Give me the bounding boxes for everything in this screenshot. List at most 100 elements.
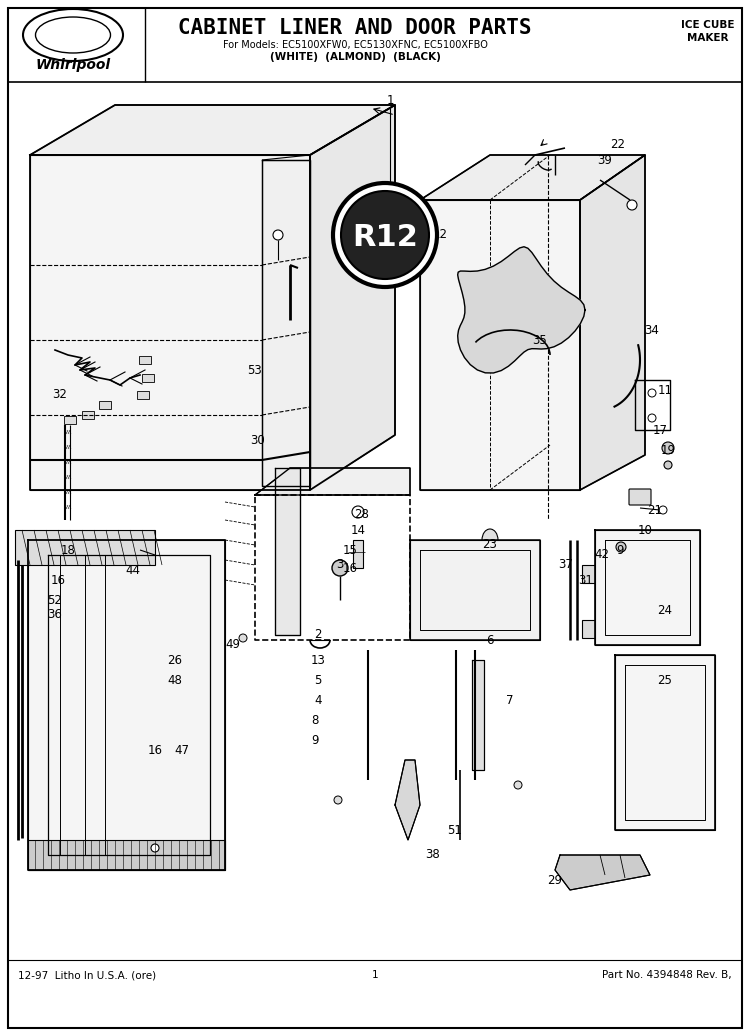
Bar	[353, 540, 363, 568]
Ellipse shape	[482, 529, 498, 551]
Text: 36: 36	[47, 608, 62, 622]
Circle shape	[648, 414, 656, 422]
Text: 21: 21	[647, 503, 662, 517]
Text: 53: 53	[247, 364, 261, 376]
Bar	[139, 356, 151, 364]
Text: 34: 34	[644, 323, 659, 337]
Bar	[82, 411, 94, 419]
Text: 16: 16	[50, 574, 65, 586]
Text: 52: 52	[47, 594, 62, 606]
Circle shape	[616, 542, 626, 552]
Text: 4: 4	[314, 693, 322, 707]
Text: 19: 19	[661, 443, 676, 457]
Text: (WHITE)  (ALMOND)  (BLACK): (WHITE) (ALMOND) (BLACK)	[269, 52, 440, 62]
Polygon shape	[595, 530, 700, 645]
Text: CABINET LINER AND DOOR PARTS: CABINET LINER AND DOOR PARTS	[178, 18, 532, 38]
Text: 15: 15	[343, 544, 358, 556]
Text: 13: 13	[310, 654, 326, 666]
Text: ICE CUBE: ICE CUBE	[681, 20, 735, 30]
Text: 38: 38	[426, 848, 440, 862]
Text: For Models: EC5100XFW0, EC5130XFNC, EC5100XFBO: For Models: EC5100XFW0, EC5130XFNC, EC51…	[223, 40, 488, 50]
Text: 3: 3	[336, 558, 344, 572]
Text: 12-97  Litho In U.S.A. (ore): 12-97 Litho In U.S.A. (ore)	[18, 970, 156, 980]
Text: 5: 5	[314, 673, 322, 687]
Polygon shape	[28, 540, 225, 870]
Polygon shape	[395, 760, 420, 840]
Text: 7: 7	[506, 693, 514, 707]
Text: 16: 16	[148, 744, 163, 756]
Text: 8: 8	[311, 714, 319, 726]
Polygon shape	[420, 200, 580, 490]
Text: 14: 14	[350, 523, 365, 537]
Bar	[582, 565, 607, 583]
Text: 28: 28	[355, 509, 370, 521]
Text: 39: 39	[598, 153, 613, 167]
Text: 9: 9	[311, 733, 319, 747]
Polygon shape	[410, 540, 540, 640]
Text: 6: 6	[486, 633, 494, 646]
Text: 16: 16	[343, 562, 358, 575]
Text: R12: R12	[352, 223, 418, 252]
Polygon shape	[580, 155, 645, 490]
Text: 24: 24	[658, 604, 673, 616]
Circle shape	[239, 634, 247, 642]
Text: 47: 47	[175, 744, 190, 756]
Bar	[582, 620, 607, 638]
Circle shape	[332, 560, 348, 576]
Circle shape	[648, 388, 656, 397]
Polygon shape	[310, 105, 395, 490]
FancyBboxPatch shape	[629, 489, 651, 505]
Text: 42: 42	[595, 548, 610, 562]
Text: 37: 37	[559, 558, 574, 572]
Polygon shape	[275, 468, 300, 635]
Text: 31: 31	[578, 574, 593, 586]
Bar	[137, 391, 149, 399]
Text: 18: 18	[61, 544, 76, 556]
Text: 35: 35	[532, 334, 548, 346]
Ellipse shape	[35, 17, 110, 53]
Polygon shape	[615, 655, 715, 830]
Text: 26: 26	[167, 654, 182, 666]
Text: 11: 11	[658, 383, 673, 397]
Polygon shape	[555, 855, 650, 890]
Circle shape	[664, 461, 672, 469]
Bar	[99, 401, 111, 409]
Text: 44: 44	[125, 564, 140, 576]
Polygon shape	[30, 155, 310, 490]
Circle shape	[659, 506, 667, 514]
Text: 9: 9	[616, 544, 624, 556]
Text: 17: 17	[652, 424, 668, 436]
Text: 25: 25	[658, 673, 673, 687]
Circle shape	[151, 844, 159, 852]
Text: 29: 29	[548, 873, 562, 887]
Text: 51: 51	[448, 824, 463, 836]
Polygon shape	[28, 840, 225, 870]
Circle shape	[341, 191, 429, 279]
Text: 32: 32	[53, 388, 68, 402]
Text: 10: 10	[638, 523, 652, 537]
Text: Whirlpool: Whirlpool	[35, 58, 110, 71]
Circle shape	[352, 506, 364, 518]
Bar	[142, 374, 154, 382]
Polygon shape	[15, 530, 155, 565]
Text: 1: 1	[372, 970, 378, 980]
Ellipse shape	[23, 9, 123, 61]
Text: 2: 2	[314, 628, 322, 640]
Text: 23: 23	[482, 539, 497, 551]
Circle shape	[627, 200, 637, 210]
Text: 30: 30	[251, 433, 266, 447]
Polygon shape	[255, 468, 410, 495]
Text: 22: 22	[610, 139, 626, 151]
Polygon shape	[262, 160, 310, 486]
Text: 49: 49	[226, 638, 241, 652]
Polygon shape	[458, 247, 585, 373]
Text: MAKER: MAKER	[687, 33, 729, 44]
Circle shape	[334, 796, 342, 804]
Polygon shape	[472, 660, 484, 770]
Text: 48: 48	[167, 673, 182, 687]
Circle shape	[514, 781, 522, 789]
Polygon shape	[420, 155, 645, 200]
Bar	[64, 416, 76, 424]
Circle shape	[273, 230, 283, 240]
Polygon shape	[30, 105, 395, 155]
